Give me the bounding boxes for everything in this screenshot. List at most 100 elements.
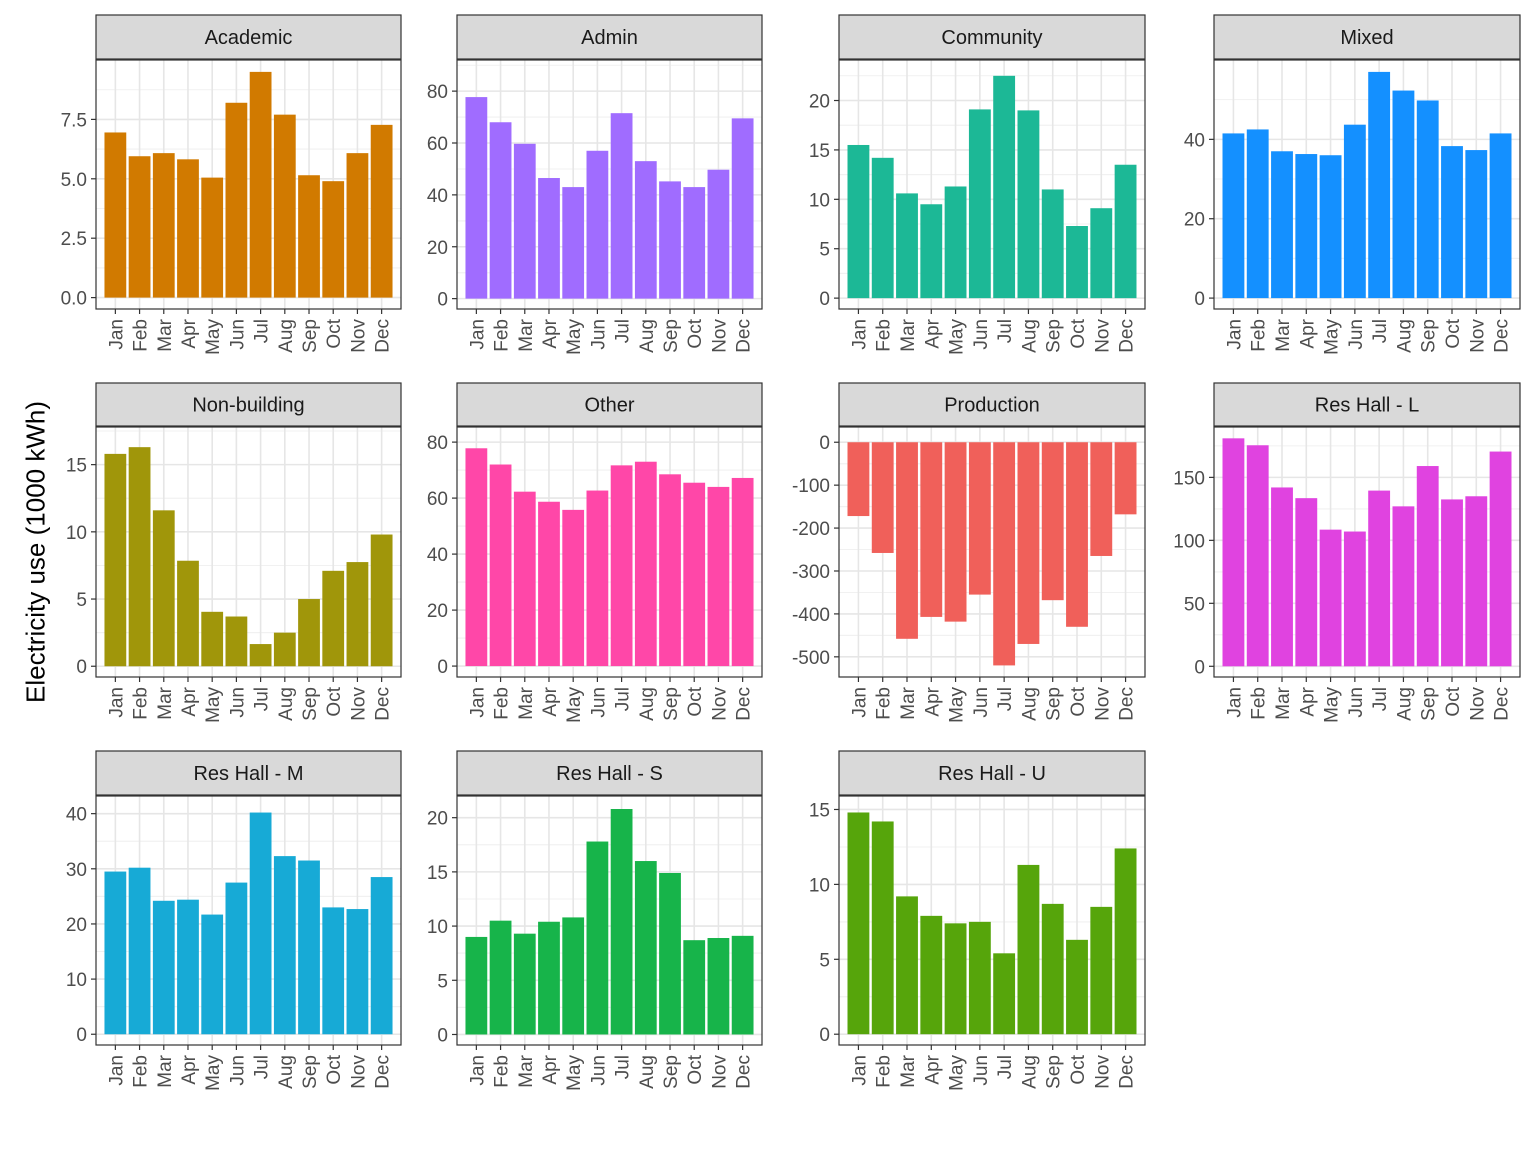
y-tick-label: 40 <box>427 545 448 566</box>
bar-admin-oct <box>683 187 706 299</box>
bar-community-dec <box>1114 164 1137 299</box>
bar-other-feb <box>489 464 512 667</box>
y-tick-label: -100 <box>792 476 830 497</box>
bar-non-building-may <box>201 611 224 667</box>
y-tick-label: 20 <box>427 238 448 259</box>
bar-other-jul <box>610 465 633 667</box>
bar-admin-may <box>562 187 585 299</box>
x-tick-label: Oct <box>685 686 706 716</box>
bar-res-hall-l-oct <box>1441 499 1463 667</box>
x-tick-label: Aug <box>276 319 297 353</box>
bar-academic-oct <box>322 181 345 298</box>
x-tick-label: Apr <box>179 1054 200 1084</box>
facet-title-mixed: Mixed <box>1340 27 1393 49</box>
panel-border <box>838 59 1146 310</box>
y-tick-label: 5 <box>819 950 830 971</box>
bar-res-hall-m-jul <box>249 812 272 1035</box>
x-tick-label: Feb <box>1249 687 1270 720</box>
x-tick-label: Nov <box>1092 1055 1113 1089</box>
bar-academic-jun <box>225 102 248 298</box>
facet-title-res-hall-m: Res Hall - M <box>193 763 303 785</box>
bar-non-building-jan <box>104 453 127 667</box>
x-tick-label: Feb <box>131 319 152 352</box>
x-tick-label: Aug <box>637 1055 658 1089</box>
x-tick-label: Apr <box>1297 686 1318 716</box>
bar-res-hall-u-sep <box>1041 903 1064 1035</box>
bar-res-hall-l-jul <box>1368 490 1391 667</box>
y-tick-label: -200 <box>792 519 830 540</box>
bar-res-hall-m-apr <box>177 899 199 1035</box>
bar-community-jan <box>847 144 870 299</box>
bar-academic-apr <box>177 159 199 298</box>
bar-other-apr <box>538 501 560 667</box>
bar-admin-sep <box>659 181 681 299</box>
x-tick-label: Jan <box>1224 319 1245 350</box>
facet-strip-res-hall-l <box>1213 382 1521 427</box>
bar-non-building-feb <box>128 447 151 667</box>
bar-other-jun <box>586 490 609 667</box>
bar-res-hall-l-nov <box>1465 496 1488 667</box>
bar-non-building-jun <box>225 616 248 667</box>
facet-title-production: Production <box>944 395 1040 417</box>
x-tick-label: Jun <box>588 319 609 350</box>
bar-non-building-dec <box>370 534 393 667</box>
bar-res-hall-m-may <box>201 914 224 1035</box>
x-tick-label: Dec <box>1492 319 1513 353</box>
y-tick-label: 15 <box>809 141 830 162</box>
bar-res-hall-m-feb <box>128 867 151 1035</box>
x-tick-label: Aug <box>276 687 297 721</box>
bar-res-hall-s-sep <box>659 872 681 1035</box>
facet-title-admin: Admin <box>581 27 638 49</box>
x-tick-label: Jul <box>613 1055 634 1079</box>
bar-mixed-feb <box>1246 129 1269 299</box>
bar-production-feb <box>871 442 894 553</box>
x-tick-label: Oct <box>1443 686 1464 716</box>
facet-title-res-hall-l: Res Hall - L <box>1315 395 1419 417</box>
x-tick-label: Jul <box>995 319 1016 343</box>
x-tick-label: Feb <box>874 319 895 352</box>
x-tick-label: Jan <box>467 1055 488 1086</box>
y-tick-label: 0.0 <box>61 289 87 310</box>
x-tick-label: Mar <box>516 686 537 719</box>
y-tick-label: 20 <box>66 915 87 936</box>
bar-admin-mar <box>513 143 536 299</box>
x-tick-label: Oct <box>685 318 706 348</box>
x-tick-label: Aug <box>1019 687 1040 721</box>
x-tick-label: Mar <box>1273 686 1294 719</box>
x-tick-label: Jul <box>613 687 634 711</box>
x-tick-label: Apr <box>179 686 200 716</box>
facet-production: Production -500 -400 -300 -200 -100 0 Jan Feb Mar… <box>792 382 1146 723</box>
facet-strip-academic <box>95 14 402 60</box>
bar-academic-feb <box>128 156 151 298</box>
bar-non-building-sep <box>298 599 320 667</box>
y-tick-label: 20 <box>427 809 448 830</box>
bar-admin-feb <box>489 122 512 299</box>
x-tick-label: Jun <box>971 1055 992 1086</box>
y-tick-label: 60 <box>427 489 448 510</box>
panel-border <box>838 795 1146 1046</box>
bar-other-aug <box>634 461 657 667</box>
facet-other: Other 0 20 40 60 80 Jan Feb Mar Apr May Jun Jul Aug Se… <box>427 382 763 723</box>
x-tick-label: Oct <box>1443 318 1464 348</box>
bar-res-hall-u-apr <box>920 915 943 1035</box>
bar-community-may <box>944 186 967 299</box>
x-tick-label: Feb <box>1249 319 1270 352</box>
x-tick-label: Mar <box>155 1054 176 1087</box>
bar-res-hall-u-mar <box>896 896 918 1035</box>
facet-community: Community 0 5 10 15 20 Jan Feb Mar Apr May Jun Jul Au… <box>809 14 1146 355</box>
x-tick-label: Dec <box>373 319 394 353</box>
panel-border <box>456 426 763 678</box>
bar-res-hall-l-dec <box>1489 451 1512 667</box>
bar-community-feb <box>871 157 894 299</box>
x-tick-label: Jun <box>971 319 992 350</box>
x-tick-label: Jan <box>849 687 870 718</box>
bar-admin-aug <box>634 161 657 299</box>
x-tick-label: Feb <box>492 687 513 720</box>
x-tick-label: Aug <box>1019 319 1040 353</box>
x-tick-label: May <box>947 687 968 723</box>
x-tick-label: Sep <box>661 1055 682 1089</box>
bar-production-aug <box>1017 442 1040 644</box>
x-tick-label: Nov <box>1467 319 1488 353</box>
facet-academic: Academic 0.0 2.5 5.0 7.5 Jan Feb Mar Apr May Jun Ju… <box>61 14 402 355</box>
bar-res-hall-u-jul <box>993 953 1016 1035</box>
